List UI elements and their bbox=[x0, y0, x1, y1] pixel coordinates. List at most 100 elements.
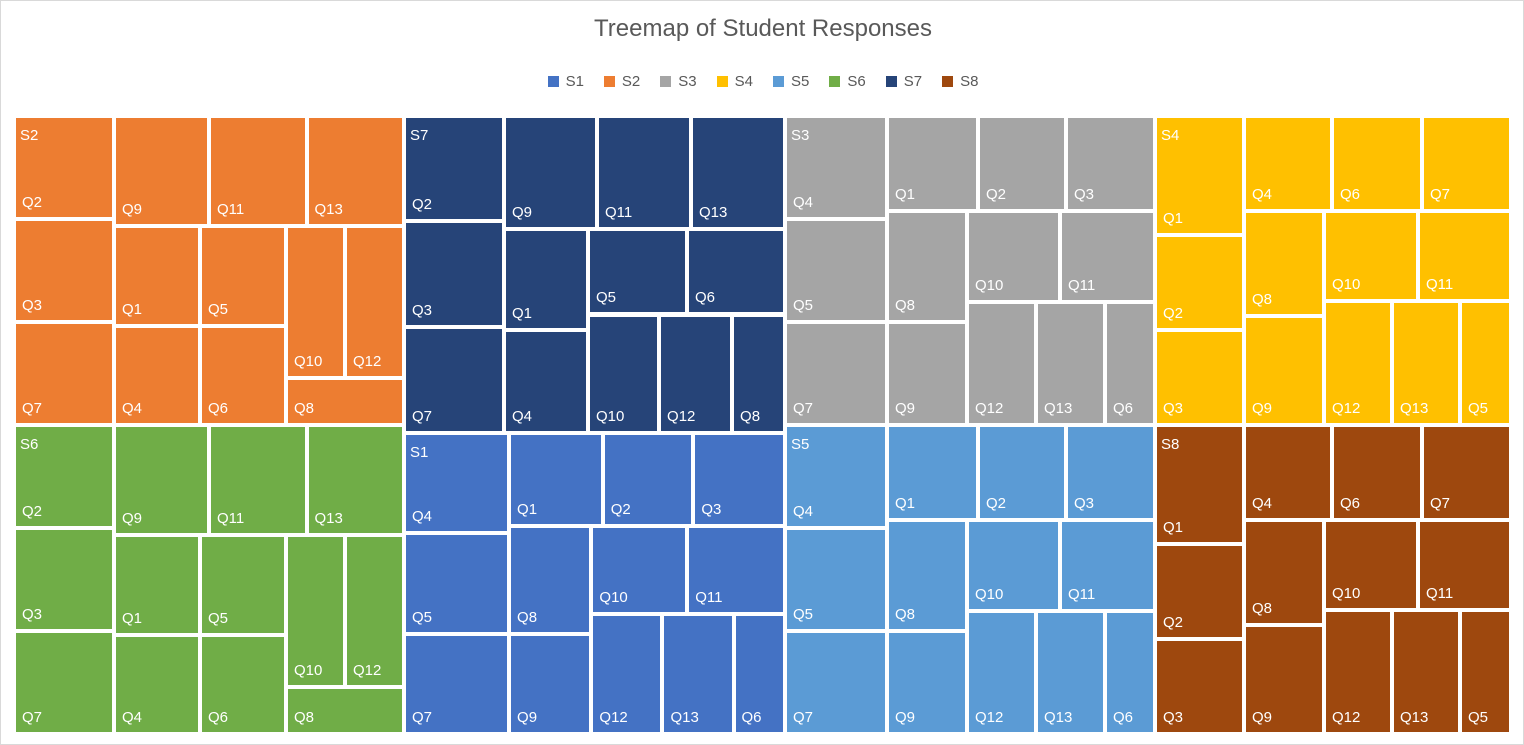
treemap-tile-s3-q9: Q9 bbox=[887, 322, 967, 425]
tile-label: Q11 bbox=[217, 510, 245, 527]
legend-swatch bbox=[547, 76, 559, 87]
legend: S1 S2 S3 S4 S5 S6 S7 S8 bbox=[1, 73, 1524, 90]
tile-label: Q12 bbox=[1331, 708, 1361, 726]
tile-label: Q13 bbox=[1399, 708, 1429, 726]
tile-label: Q9 bbox=[517, 708, 538, 726]
treemap-tile-s7-q3: Q3 bbox=[404, 220, 504, 327]
tile-label: Q8 bbox=[517, 608, 538, 626]
legend-item-s3: S3 bbox=[660, 73, 697, 90]
treemap-tile-s8-q3: Q3 bbox=[1155, 638, 1244, 734]
treemap-tile-s6-q3: Q3 bbox=[14, 527, 114, 631]
legend-swatch bbox=[716, 76, 728, 87]
treemap-tile-s4-q1: Q1 bbox=[1155, 116, 1244, 235]
treemap-tile-s8-q4: Q4 bbox=[1244, 425, 1332, 520]
treemap-tile-s5-q1: Q1 bbox=[887, 425, 978, 520]
tile-label: Q11 bbox=[695, 589, 723, 607]
tile-label: Q7 bbox=[412, 708, 433, 726]
treemap-tile-s3-q2: Q2 bbox=[977, 116, 1066, 211]
legend-label: S4 bbox=[734, 73, 753, 90]
treemap-tile-s7-q5: Q5 bbox=[588, 229, 687, 315]
legend-swatch bbox=[829, 76, 841, 87]
tile-label: Q11 bbox=[1425, 584, 1454, 602]
treemap-tile-s3-q10: Q10 bbox=[967, 210, 1061, 302]
treemap-tile-s6-q9: Q9 bbox=[113, 425, 209, 535]
legend-item-s5: S5 bbox=[773, 73, 809, 90]
legend-swatch bbox=[603, 76, 615, 87]
group-label-s5: S5 bbox=[791, 436, 810, 453]
treemap-tile-s2-q10: Q10 bbox=[285, 226, 345, 378]
treemap-tile-s3-q8: Q8 bbox=[887, 210, 967, 322]
tile-label: Q3 bbox=[22, 605, 43, 623]
treemap-tile-s3-q11: Q11 bbox=[1060, 210, 1155, 302]
tile-label: Q7 bbox=[793, 708, 814, 726]
tile-label: Q13 bbox=[1044, 399, 1073, 417]
tile-label: Q2 bbox=[1163, 613, 1184, 631]
tile-label: Q3 bbox=[412, 301, 433, 319]
treemap-tile-s6-q8: Q8 bbox=[285, 687, 404, 734]
legend-label: S7 bbox=[903, 73, 923, 90]
treemap-tile-s6-q13: Q13 bbox=[306, 425, 404, 535]
legend-item-s7: S7 bbox=[885, 73, 923, 90]
treemap-tile-s2-q13: Q13 bbox=[306, 116, 404, 226]
tile-label: Q11 bbox=[605, 204, 633, 221]
tile-label: Q2 bbox=[412, 195, 433, 213]
treemap-tile-s3-q13: Q13 bbox=[1036, 301, 1105, 425]
treemap-tile-s3-q3: Q3 bbox=[1065, 116, 1155, 211]
treemap-tile-s6-q4: Q4 bbox=[113, 634, 200, 734]
legend-label: S8 bbox=[960, 73, 979, 90]
tile-label: Q13 bbox=[1044, 708, 1073, 726]
legend-swatch bbox=[660, 76, 672, 87]
chart-title: Treemap of Student Responses bbox=[594, 15, 932, 42]
tile-label: Q2 bbox=[985, 185, 1006, 203]
treemap-tile-s7-q12: Q12 bbox=[659, 314, 733, 433]
legend-label: S1 bbox=[565, 73, 584, 90]
treemap-tile-s6-q1: Q1 bbox=[113, 535, 200, 635]
group-label-s4: S4 bbox=[1161, 127, 1180, 144]
legend-label: S5 bbox=[791, 73, 810, 90]
treemap-tile-s8-q2: Q2 bbox=[1155, 543, 1244, 639]
group-label-s3: S3 bbox=[791, 127, 810, 144]
tile-label: Q10 bbox=[596, 407, 625, 425]
treemap-tile-s4-q8: Q8 bbox=[1244, 210, 1324, 316]
tile-label: Q1 bbox=[121, 300, 142, 318]
treemap-tile-s8-q1: Q1 bbox=[1155, 425, 1244, 544]
treemap-tile-s2-q7: Q7 bbox=[14, 322, 114, 425]
treemap-tile-s4-q6: Q6 bbox=[1332, 116, 1422, 211]
tile-label: Q2 bbox=[985, 494, 1006, 512]
treemap-tile-s8-q13: Q13 bbox=[1391, 609, 1460, 734]
group-label-s1: S1 bbox=[410, 444, 429, 461]
treemap-tile-s3-q5: Q5 bbox=[785, 218, 887, 322]
tile-label: Q6 bbox=[1340, 185, 1361, 203]
treemap-tile-s2-q9: Q9 bbox=[113, 116, 209, 226]
group-label-s8: S8 bbox=[1161, 436, 1180, 453]
tile-label: Q13 bbox=[670, 708, 699, 726]
tile-label: Q6 bbox=[1113, 399, 1134, 417]
treemap-tile-s6-q5: Q5 bbox=[199, 535, 286, 635]
treemap-tile-s4-q5: Q5 bbox=[1459, 300, 1511, 425]
treemap-tile-s5-q4: Q4 bbox=[785, 425, 887, 528]
group-label-s7: S7 bbox=[410, 127, 429, 144]
tile-label: Q5 bbox=[1467, 708, 1488, 726]
treemap-tile-s5-q3: Q3 bbox=[1065, 425, 1155, 520]
tile-label: Q5 bbox=[1467, 399, 1488, 417]
tile-label: Q3 bbox=[1073, 494, 1094, 512]
tile-label: Q4 bbox=[121, 708, 142, 726]
treemap-tile-s3-q6: Q6 bbox=[1105, 301, 1155, 425]
treemap-tile-s8-q5: Q5 bbox=[1459, 609, 1511, 734]
treemap-tile-s7-q6: Q6 bbox=[687, 229, 785, 315]
tile-label: Q6 bbox=[695, 289, 716, 307]
tile-label: Q10 bbox=[599, 589, 628, 607]
tile-label: Q1 bbox=[895, 494, 916, 512]
treemap-tile-s8-q11: Q11 bbox=[1417, 519, 1511, 610]
treemap-tile-s4-q3: Q3 bbox=[1155, 329, 1244, 425]
treemap-tile-s5-q13: Q13 bbox=[1036, 610, 1105, 734]
tile-label: Q5 bbox=[207, 300, 228, 318]
tile-label: Q8 bbox=[1252, 599, 1273, 617]
tile-label: Q9 bbox=[895, 399, 916, 417]
treemap-tile-s7-q2: Q2 bbox=[404, 116, 504, 221]
tile-label: Q2 bbox=[610, 500, 631, 518]
legend-label: S2 bbox=[621, 73, 641, 90]
treemap-tile-s1-q3: Q3 bbox=[693, 433, 785, 526]
treemap-tile-s6-q12: Q12 bbox=[344, 535, 404, 687]
treemap-tile-s4-q9: Q9 bbox=[1244, 315, 1324, 425]
